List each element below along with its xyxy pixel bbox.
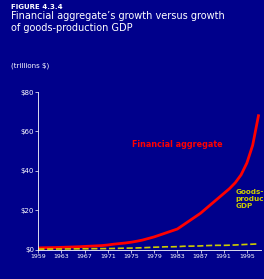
Text: Financial aggregate: Financial aggregate — [132, 140, 223, 149]
Text: Goods-
producing
GDP: Goods- producing GDP — [236, 189, 264, 209]
Text: Financial aggregate’s growth versus growth
of goods-production GDP: Financial aggregate’s growth versus grow… — [11, 11, 224, 33]
Text: FIGURE 4.3.4: FIGURE 4.3.4 — [11, 4, 62, 10]
Text: (trillions $): (trillions $) — [11, 63, 49, 69]
